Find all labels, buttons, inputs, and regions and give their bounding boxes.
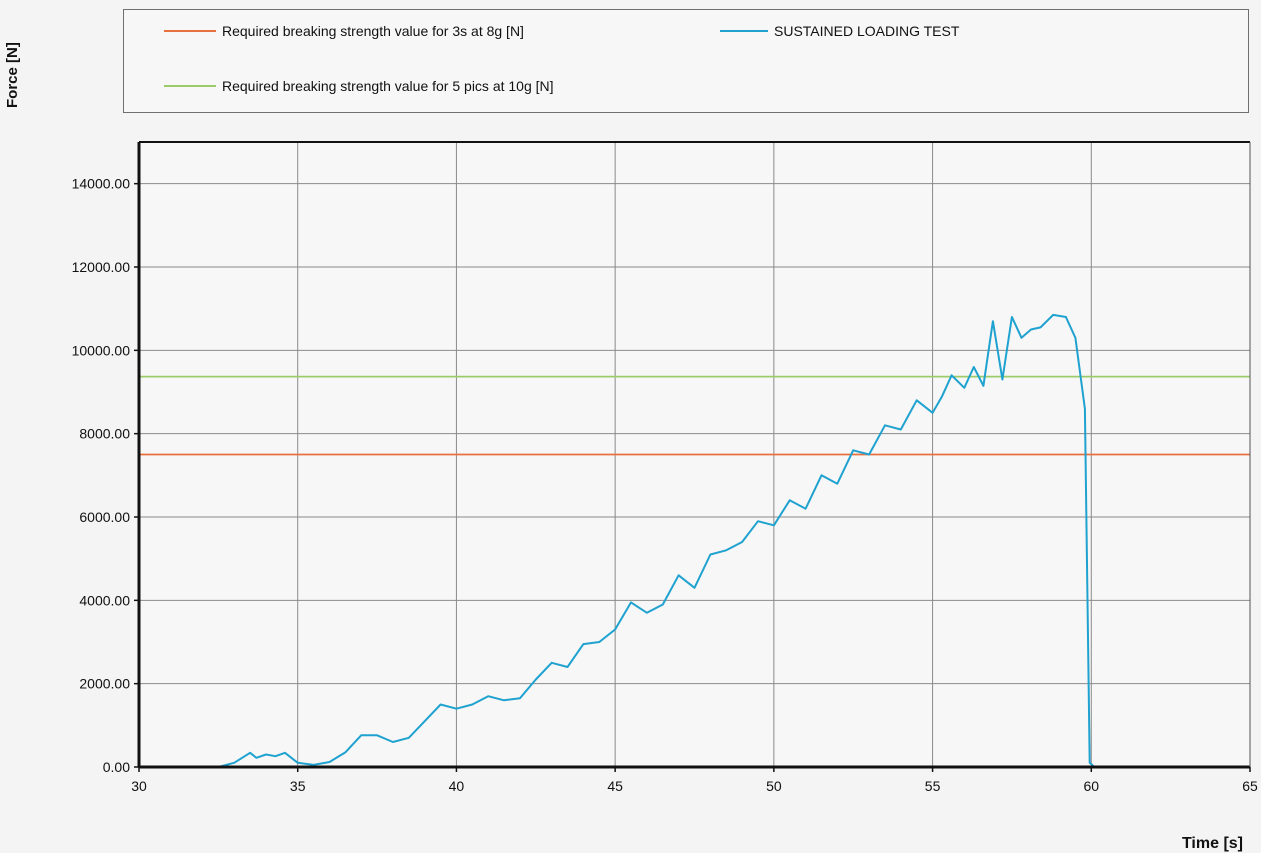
x-axis-title: Time [s] [1181, 835, 1243, 852]
legend-item-5-pics-10g: Required breaking strength value for 5 p… [164, 78, 554, 94]
series-line [139, 313, 1250, 768]
y-tick-label: 6000.00 [79, 509, 130, 525]
x-tick-label: 65 [1242, 778, 1258, 794]
y-tick-label: 14000.00 [72, 176, 131, 192]
x-tick-label: 35 [290, 778, 306, 794]
legend: Required breaking strength value for 3s … [123, 9, 1249, 113]
legend-swatch-green [164, 85, 216, 87]
y-tick-label: 0.00 [103, 759, 130, 775]
x-tick-label: 50 [766, 778, 782, 794]
legend-label-5-pics-10g: Required breaking strength value for 5 p… [222, 78, 554, 94]
x-tick-label: 40 [449, 778, 465, 794]
x-tick-label: 45 [607, 778, 623, 794]
x-tick-label: 60 [1083, 778, 1099, 794]
legend-swatch-orange [164, 30, 216, 32]
x-tick-label: 55 [925, 778, 941, 794]
legend-label-sustained-loading: SUSTAINED LOADING TEST [774, 23, 960, 39]
y-tick-label: 8000.00 [79, 426, 130, 442]
x-tick-label: 30 [131, 778, 147, 794]
y-tick-label: 2000.00 [79, 676, 130, 692]
y-tick-label: 12000.00 [72, 259, 131, 275]
legend-label-3s-8g: Required breaking strength value for 3s … [222, 23, 524, 39]
legend-item-3s-8g: Required breaking strength value for 3s … [164, 23, 524, 39]
y-tick-label: 4000.00 [79, 592, 130, 608]
legend-item-sustained-loading: SUSTAINED LOADING TEST [720, 23, 959, 39]
y-tick-label: 10000.00 [72, 342, 131, 358]
legend-swatch-blue [720, 30, 768, 32]
